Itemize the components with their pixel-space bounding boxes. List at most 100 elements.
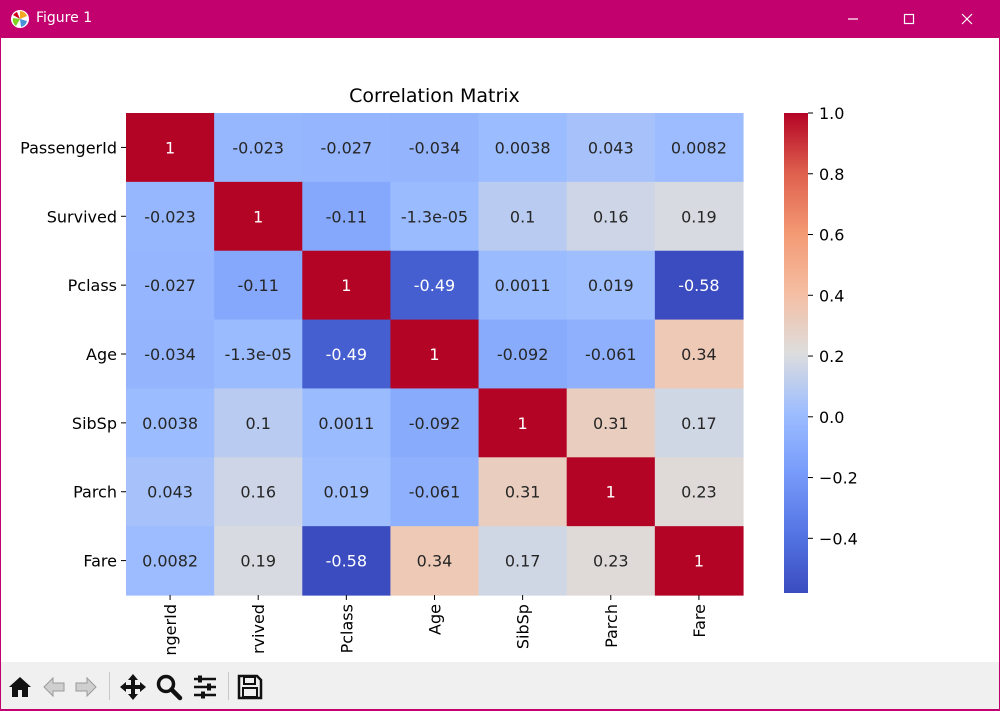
minimize-button[interactable] [830,0,876,38]
heatmap-cell [126,457,215,527]
heatmap-cell [566,181,656,252]
heatmap-cell [390,181,480,252]
toolbar-separator [109,672,110,700]
forward-icon [75,676,97,698]
heatmap-cell [478,319,568,390]
colorbar-tick-label: 0.0 [819,408,844,427]
heatmap-cell [566,526,656,596]
heatmap-cell [478,181,568,252]
chart-title: Correlation Matrix [349,85,520,107]
heatmap-cell [654,113,744,183]
heatmap-cell [126,319,215,390]
heatmap-cell [478,526,568,596]
y-tick-label: Fare [83,552,117,571]
cell-annotation: 1 [341,276,351,295]
heatmap-cell [478,388,568,458]
forward-button[interactable] [71,672,101,702]
cell-annotation: -0.061 [409,483,461,502]
navigation-toolbar [1,662,999,709]
cell-annotation: -0.092 [497,345,549,364]
heatmap-cell [390,250,480,321]
back-icon [43,676,65,698]
heatmap-cell [566,457,656,527]
save-button[interactable] [235,672,265,702]
zoom-button[interactable] [154,672,184,702]
cell-annotation: -0.061 [585,345,637,364]
x-tick-label: Parch [602,604,621,648]
y-tick-label: Pclass [68,276,117,295]
figure-canvas: Correlation Matrix 1 -0.023 -0.027 -0.034 0.0… [1,38,999,709]
cell-annotation: -1.3e-05 [401,207,468,226]
heatmap-cell [566,250,656,321]
toolbar-separator [228,672,229,700]
window-title: Figure 1 [36,10,93,26]
maximize-button[interactable] [886,0,932,38]
colorbar-tick-label: −0.2 [819,469,858,488]
cell-annotation: 1 [606,483,616,502]
heatmap-plot[interactable]: Correlation Matrix 1 -0.023 -0.027 -0.034 0.0… [1,38,999,662]
colorbar-tick-label: 0.4 [819,286,844,305]
colorbar-tick-label: 0.6 [819,226,844,245]
heatmap-cell [214,526,303,596]
cell-annotation: -0.027 [144,276,196,295]
cell-annotation: 0.0038 [495,138,551,157]
pan-button[interactable] [118,672,148,702]
pan-icon [120,674,146,700]
heatmap-cell [654,250,744,321]
heatmap-cell [214,457,303,527]
home-button[interactable] [5,672,35,702]
back-button[interactable] [39,672,69,702]
cell-annotation: -0.023 [144,207,196,226]
heatmap-cell [126,526,215,596]
y-tick-label: Survived [47,207,117,226]
configure-icon [194,675,216,699]
heatmap-cell [654,526,744,596]
zoom-icon [156,674,183,701]
cell-annotation: 0.0011 [318,414,374,433]
y-tick-label: SibSp [72,414,117,433]
x-tick-label: rvived [249,604,268,654]
heatmap-cell [214,250,303,321]
heatmap-cell [390,319,480,390]
cell-annotation: 0.31 [593,414,629,433]
cell-annotation: 0.23 [681,483,717,502]
heatmap-cell [214,388,303,458]
x-tick-label: SibSp [514,604,533,649]
heatmap-cell [302,457,392,527]
configure-subplots-button[interactable] [190,672,220,702]
cell-annotation: 0.34 [417,552,453,571]
cell-annotation: 0.0011 [495,276,551,295]
cell-annotation: 0.019 [323,483,369,502]
heatmap-cell [390,457,480,527]
cell-annotation: 0.17 [681,414,717,433]
matplotlib-app-icon [11,10,29,28]
cell-annotation: -0.027 [321,138,373,157]
cell-annotation: 0.31 [505,483,541,502]
y-tick-label: PassengerId [20,138,117,157]
heatmap-cell [654,457,744,527]
cell-annotation: 1 [518,414,528,433]
heatmap-cell [302,319,392,390]
x-tick-label: ngerId [161,604,180,656]
heatmap-cell [302,250,392,321]
cell-annotation: 0.19 [681,207,717,226]
save-icon [237,674,263,700]
title-bar[interactable]: Figure 1 [0,0,1000,38]
cell-annotation: -0.49 [414,276,455,295]
heatmap-cell [126,250,215,321]
cell-annotation: -0.023 [232,138,284,157]
close-button[interactable] [944,0,990,38]
home-icon [9,677,31,697]
heatmap-cell [214,181,303,252]
cell-annotation: -0.034 [409,138,461,157]
x-tick-label: Age [425,604,444,635]
heatmap-cell [390,388,480,458]
cell-annotation: -0.58 [678,276,719,295]
cell-annotation: -1.3e-05 [225,345,292,364]
cell-annotation: 0.1 [245,414,270,433]
colorbar-tick-label: 0.8 [819,165,844,184]
heatmap-cell [302,388,392,458]
heatmap-cell [126,113,215,183]
cell-annotation: 0.16 [240,483,276,502]
